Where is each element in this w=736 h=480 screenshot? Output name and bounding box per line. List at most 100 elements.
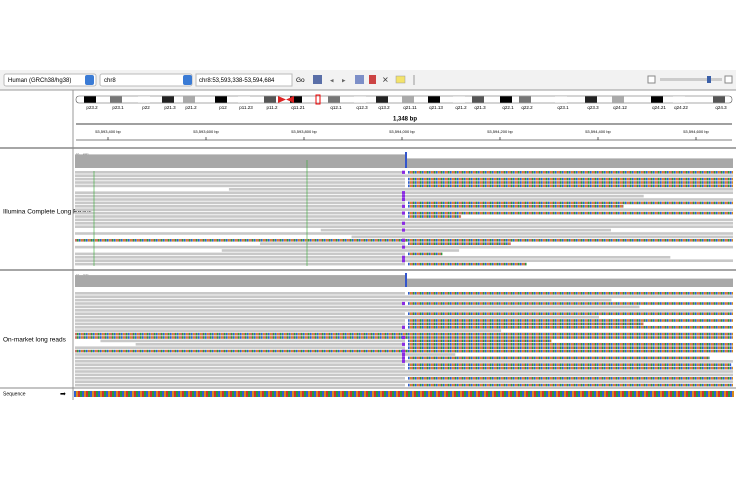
read [260, 242, 405, 245]
read-mismatch [408, 242, 511, 245]
ideogram: p23.2 p23.1 p22 p21.3 p21.2 p12 p11.23 p11.2 q11… [75, 94, 733, 110]
band-label: q12.1 [330, 105, 342, 110]
insertion [402, 228, 405, 232]
band-label: q21.11 [403, 105, 417, 110]
read-mismatch [408, 346, 733, 349]
read [75, 305, 640, 309]
read-mismatch [408, 312, 733, 315]
band-label: q23.1 [557, 105, 569, 110]
insertion [402, 352, 405, 357]
insertion [402, 194, 405, 198]
read [75, 262, 405, 266]
insertion [402, 255, 405, 259]
read-mismatch [408, 383, 733, 387]
go-button[interactable]: Go [296, 77, 305, 84]
roi-icon[interactable] [369, 75, 376, 84]
band-label: p11.2 [267, 105, 278, 110]
read [221, 249, 460, 252]
band-label: q23.3 [587, 105, 599, 110]
insertion [402, 301, 405, 306]
dropdown[interactable] [85, 75, 94, 85]
read [75, 329, 502, 332]
read [75, 177, 405, 181]
band [612, 96, 624, 103]
popup-icon[interactable] [395, 75, 406, 84]
band [162, 96, 174, 103]
zoom-thumb[interactable] [707, 76, 711, 83]
coverage [407, 158, 733, 168]
insertion [402, 245, 405, 249]
read [75, 322, 405, 326]
read-mismatch [408, 171, 733, 174]
read [75, 205, 405, 208]
band-label: q11.21 [291, 105, 305, 110]
insertion [402, 359, 405, 363]
coverage-spike [405, 273, 407, 287]
read-mismatch [408, 292, 733, 295]
read [228, 188, 734, 191]
band [555, 96, 567, 103]
refresh-icon[interactable] [355, 75, 364, 84]
read-mismatch [408, 205, 624, 208]
zoom-in[interactable] [724, 75, 733, 84]
locus-box[interactable] [195, 73, 293, 87]
span-label: 1,348 bp [393, 117, 417, 123]
read [75, 171, 405, 174]
back-icon[interactable]: ◂ [330, 77, 334, 84]
read-mismatch [408, 201, 733, 205]
forward-icon[interactable]: ▸ [342, 77, 346, 84]
read [75, 302, 405, 305]
band [354, 96, 366, 103]
read-mismatch [408, 356, 710, 360]
read-mismatch [408, 262, 527, 266]
zoom-out[interactable] [647, 75, 656, 84]
band-label: p12 [219, 105, 227, 110]
read [75, 218, 733, 222]
ruler-label: 53,594,400 bp [585, 129, 611, 134]
band [453, 96, 465, 103]
read [320, 228, 611, 232]
read [75, 366, 405, 370]
read [75, 377, 405, 380]
read [75, 353, 456, 356]
track-name: On-market long reads [3, 337, 67, 344]
read-mismatch [408, 319, 733, 322]
read-mismatch [408, 326, 733, 329]
read-mismatch [408, 215, 462, 218]
read [75, 298, 612, 302]
read [75, 383, 405, 387]
band-label: q22.1 [502, 105, 514, 110]
genome: Human (GRCh38/hg38) [8, 78, 71, 84]
dropdown[interactable] [183, 75, 192, 85]
track-name: Illumina Complete Long Reads [3, 209, 93, 216]
band [585, 96, 597, 103]
read [100, 339, 405, 343]
band [110, 96, 122, 103]
strand-arrow[interactable]: ➡ [60, 391, 66, 398]
genome-box[interactable] [3, 73, 97, 87]
read [75, 373, 733, 377]
close-icon[interactable]: ✕ [382, 76, 389, 85]
coverage-spike [405, 152, 407, 168]
read [75, 252, 405, 256]
zoom-slider[interactable] [660, 78, 722, 81]
home-icon[interactable] [313, 75, 322, 84]
band-label: q22.2 [521, 105, 533, 110]
read [75, 309, 733, 312]
read-mismatch [408, 177, 733, 181]
alignments [75, 152, 734, 387]
centromere [278, 96, 294, 103]
insertion [402, 211, 405, 215]
read [75, 363, 405, 366]
insertion [402, 238, 405, 242]
insertion [402, 191, 405, 195]
read [75, 315, 599, 319]
read [75, 215, 405, 218]
read [135, 343, 405, 346]
insertion [402, 170, 405, 174]
band [264, 96, 276, 103]
insertion [402, 221, 405, 225]
read-mismatch [408, 339, 552, 343]
band [84, 96, 96, 103]
band [402, 96, 414, 103]
